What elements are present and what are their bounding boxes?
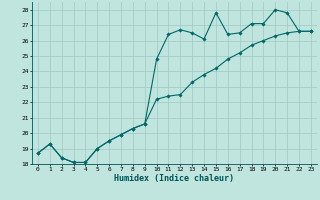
X-axis label: Humidex (Indice chaleur): Humidex (Indice chaleur)	[115, 174, 234, 183]
